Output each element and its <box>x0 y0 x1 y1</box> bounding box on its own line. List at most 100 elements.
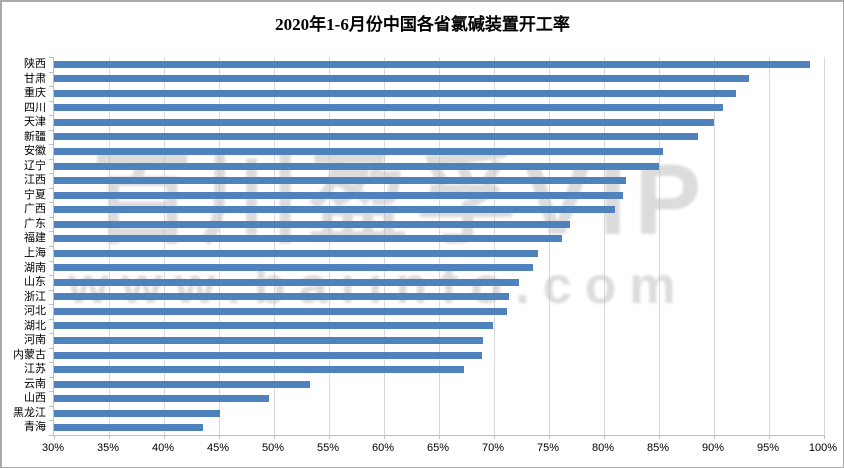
bar-江西 <box>54 177 626 185</box>
gridline <box>824 57 825 435</box>
x-axis-tick <box>769 435 770 439</box>
y-axis-tick <box>49 391 53 392</box>
y-axis-tick <box>49 406 53 407</box>
bar-辽宁 <box>54 162 659 170</box>
bar-江苏 <box>54 366 465 374</box>
bar-广西 <box>54 206 615 214</box>
y-axis-label: 甘肃 <box>24 72 46 85</box>
bar-陕西 <box>54 60 810 68</box>
x-axis-tick <box>714 435 715 439</box>
x-axis-tick-label: 40% <box>151 442 175 454</box>
bar-宁夏 <box>54 191 623 199</box>
gridline <box>659 57 660 435</box>
x-axis-tick <box>659 435 660 439</box>
x-axis-tick <box>219 435 220 439</box>
y-axis-tick <box>49 261 53 262</box>
gridline <box>384 57 385 435</box>
y-axis-label: 辽宁 <box>24 159 46 172</box>
bar-上海 <box>54 249 538 257</box>
y-axis-label: 安徽 <box>24 145 46 158</box>
bar-青海 <box>54 424 203 432</box>
bar-浙江 <box>54 293 510 301</box>
gridline <box>329 57 330 435</box>
x-axis-tick-label: 35% <box>96 442 120 454</box>
y-axis-label: 山西 <box>24 392 46 405</box>
gridline <box>109 57 110 435</box>
y-axis-tick <box>49 319 53 320</box>
gridline <box>769 57 770 435</box>
y-axis-tick <box>49 101 53 102</box>
x-axis-tick <box>604 435 605 439</box>
y-axis-tick <box>49 246 53 247</box>
y-axis-tick <box>49 188 53 189</box>
y-axis-labels: 陕西 甘肃 重庆 四川 天津 新疆 安徽 辽宁 江西 宁夏 广西 广东 福建 上海 湖南 山东 浙江 河北 湖北 河南… <box>2 57 48 435</box>
bar-河北 <box>54 307 508 315</box>
y-axis-label: 青海 <box>24 421 46 434</box>
y-axis-label: 湖北 <box>24 319 46 332</box>
bar-天津 <box>54 118 714 126</box>
y-axis-label: 新疆 <box>24 130 46 143</box>
y-axis-label: 浙江 <box>24 290 46 303</box>
y-axis-tick <box>49 348 53 349</box>
bar-安徽 <box>54 148 664 155</box>
bar-广东 <box>54 220 570 228</box>
y-axis-tick <box>49 173 53 174</box>
y-axis-label: 内蒙古 <box>13 348 46 361</box>
y-axis-label: 宁夏 <box>24 188 46 201</box>
bar-湖南 <box>54 264 533 272</box>
y-axis-tick <box>49 130 53 131</box>
x-axis-tick <box>384 435 385 439</box>
y-axis-tick <box>49 275 53 276</box>
y-axis-label: 山东 <box>24 276 46 289</box>
y-axis-tick <box>49 304 53 305</box>
x-axis-tick-label: 80% <box>591 442 615 454</box>
y-axis-tick <box>49 86 53 87</box>
bar-福建 <box>54 235 563 243</box>
bar-四川 <box>54 104 723 112</box>
y-axis-tick <box>49 333 53 334</box>
gridline <box>274 57 275 435</box>
y-axis-tick <box>49 435 53 436</box>
bar-云南 <box>54 380 311 388</box>
x-axis-labels: 30% 35% 40% 45% 50% 55% 60% 65% 70% 75% 80% 85% 90% 9… <box>2 442 843 457</box>
y-axis-label: 河南 <box>24 334 46 347</box>
y-axis-tick <box>49 159 53 160</box>
x-axis-tick <box>549 435 550 439</box>
gridline <box>219 57 220 435</box>
chart-title: 2020年1-6月份中国各省氯碱装置开工率 <box>275 15 570 34</box>
x-axis-tick <box>109 435 110 439</box>
plot-area <box>49 57 825 439</box>
y-axis-tick <box>49 217 53 218</box>
bar-内蒙古 <box>54 351 482 359</box>
x-axis-tick-label: 75% <box>536 442 560 454</box>
bar-湖北 <box>54 322 493 330</box>
x-axis-tick <box>164 435 165 439</box>
y-axis-tick <box>49 377 53 378</box>
bar-甘肃 <box>54 75 750 83</box>
x-axis-tick-label: 90% <box>701 442 725 454</box>
gridline <box>494 57 495 435</box>
y-axis-label: 湖南 <box>24 261 46 274</box>
x-axis-tick <box>494 435 495 439</box>
bar-重庆 <box>54 89 736 97</box>
x-axis-tick-label: 50% <box>261 442 285 454</box>
y-axis-tick <box>49 115 53 116</box>
y-axis-label: 陕西 <box>24 58 46 70</box>
y-axis-label: 河北 <box>24 305 46 318</box>
x-axis-tick <box>439 435 440 439</box>
x-axis-tick <box>274 435 275 439</box>
y-axis-tick <box>49 144 53 145</box>
gridline <box>604 57 605 435</box>
gridline <box>439 57 440 435</box>
y-axis-label: 上海 <box>24 247 46 259</box>
y-axis-label: 黑龙江 <box>13 406 46 419</box>
y-axis-label: 重庆 <box>24 87 46 100</box>
x-axis-tick-label: 45% <box>206 442 230 454</box>
x-axis-tick-label: 100% <box>808 442 838 454</box>
x-axis-tick <box>329 435 330 439</box>
y-axis-tick <box>49 231 53 232</box>
bar-山东 <box>54 278 520 286</box>
y-axis-label: 云南 <box>24 377 46 390</box>
y-axis-tick <box>49 362 53 363</box>
